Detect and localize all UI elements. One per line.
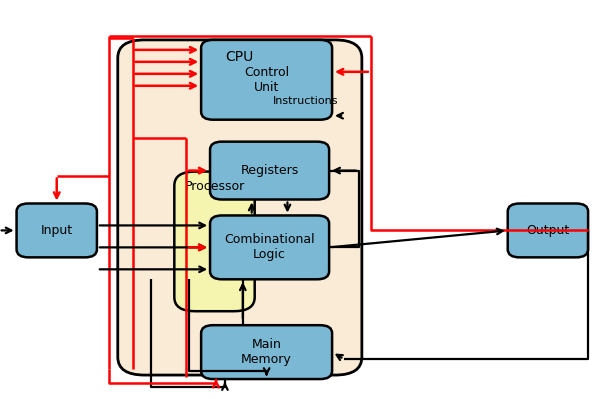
Text: Output: Output (526, 224, 569, 237)
Text: Input: Input (41, 224, 73, 237)
FancyBboxPatch shape (118, 40, 362, 375)
FancyBboxPatch shape (210, 215, 329, 279)
Text: Registers: Registers (241, 164, 299, 177)
Text: Combinational
Logic: Combinational Logic (224, 233, 315, 261)
FancyBboxPatch shape (508, 203, 588, 257)
FancyBboxPatch shape (175, 172, 254, 311)
Text: CPU: CPU (226, 50, 254, 64)
Text: Processor: Processor (184, 180, 245, 193)
Text: Instructions: Instructions (272, 96, 338, 106)
FancyBboxPatch shape (201, 325, 332, 379)
Text: Control
Unit: Control Unit (244, 66, 289, 94)
Text: Main
Memory: Main Memory (241, 338, 292, 366)
FancyBboxPatch shape (201, 40, 332, 120)
FancyBboxPatch shape (17, 203, 97, 257)
FancyBboxPatch shape (210, 142, 329, 200)
